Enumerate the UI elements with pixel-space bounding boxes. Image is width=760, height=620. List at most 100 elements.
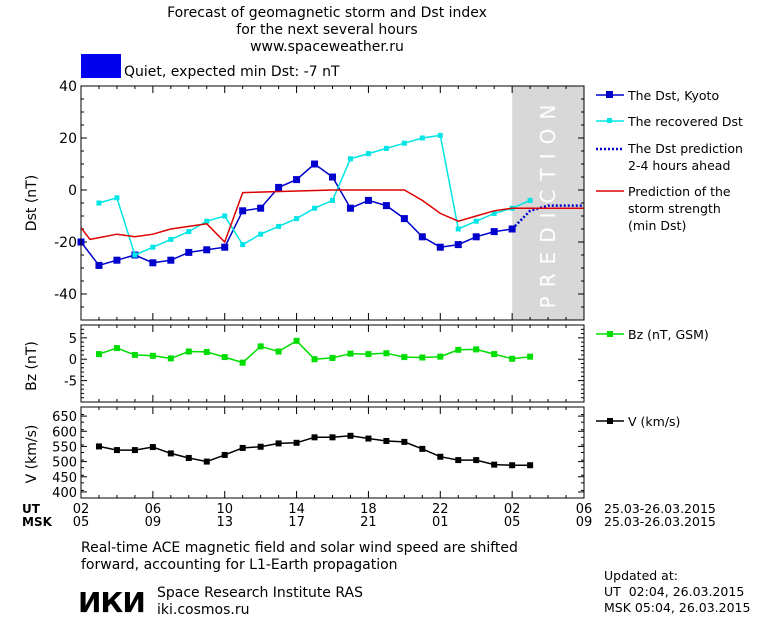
point-the-recovered-dst [383, 145, 389, 151]
v-ytick-label: 600 [52, 425, 77, 440]
point-the-dst-kyoto [95, 261, 103, 269]
point-v-km-s [455, 457, 462, 464]
msk-tick-label: 05 [73, 515, 90, 530]
msk-tick-label: 17 [288, 515, 305, 530]
chart-title-line1: Forecast of geomagnetic storm and Dst in… [167, 5, 487, 21]
point-the-recovered-dst [491, 210, 497, 216]
point-bz-nt-gsm [311, 356, 318, 363]
point-bz-nt-gsm [239, 359, 246, 366]
dst-ylabel: Dst (nT) [24, 175, 40, 231]
updated-ut: UT 02:04, 26.03.2015 [604, 584, 744, 599]
point-bz-nt-gsm [185, 348, 192, 355]
point-v-km-s [95, 443, 102, 450]
point-bz-nt-gsm [419, 354, 426, 361]
point-v-km-s [149, 444, 156, 451]
point-v-km-s [185, 454, 192, 461]
msk-date-range: 25.03-26.03.2015 [604, 514, 716, 529]
iki-logo: ИКИ [78, 586, 145, 619]
point-the-recovered-dst [276, 223, 282, 229]
point-the-recovered-dst [330, 197, 335, 203]
series-the-recovered-dst [98, 134, 531, 257]
point-v-km-s [491, 461, 498, 468]
point-the-dst-kyoto [400, 215, 408, 223]
ut-date-range: 25.03-26.03.2015 [604, 501, 716, 516]
dst-ytick-label: -40 [54, 287, 77, 303]
point-the-recovered-dst [347, 156, 353, 162]
bz-ytick-label: 5 [69, 332, 77, 347]
point-the-dst-kyoto [472, 233, 480, 241]
updated-msk: MSK 05:04, 26.03.2015 [604, 600, 750, 615]
bz-ytick-label: 0 [69, 353, 77, 368]
bz-frame [80, 324, 585, 403]
ut-axis-label: UT [22, 502, 41, 516]
legend-bz-marker [607, 331, 613, 337]
legend-strength-label2: storm strength [628, 201, 721, 216]
chart-title-line2: for the next several hours [236, 22, 417, 38]
ut-tick-label: 06 [576, 502, 593, 517]
point-the-recovered-dst [527, 197, 533, 203]
point-the-recovered-dst [294, 216, 300, 222]
v-ytick-label: 400 [52, 486, 77, 501]
time-axis: UT MSK 25.03-26.03.2015 25.03-26.03.2015… [22, 501, 716, 530]
institute-url: iki.cosmos.ru [157, 602, 249, 618]
legend-bz-label: Bz (nT, GSM) [628, 327, 709, 342]
msk-tick-label: 13 [216, 515, 233, 530]
point-bz-nt-gsm [365, 351, 372, 358]
point-v-km-s [221, 451, 228, 458]
bz-panel: 5 0 -5 Bz (nT) [24, 324, 585, 403]
bz-ytick-label: -5 [64, 375, 77, 390]
point-bz-nt-gsm [347, 350, 354, 357]
msk-axis-label: MSK [22, 515, 53, 529]
legend-strength-label1: Prediction of the [628, 184, 731, 199]
v-frame [80, 406, 585, 499]
point-bz-nt-gsm [527, 353, 534, 360]
v-ytick-label: 500 [52, 456, 77, 471]
point-the-recovered-dst [419, 135, 425, 141]
point-the-recovered-dst [312, 205, 318, 211]
point-v-km-s [473, 457, 480, 464]
point-v-km-s [347, 432, 354, 439]
v-ytick-label: 450 [52, 471, 77, 486]
point-the-recovered-dst [114, 195, 120, 201]
point-the-recovered-dst [455, 226, 461, 232]
legend-recovered-marker [607, 118, 612, 123]
point-v-km-s [275, 440, 282, 447]
point-the-dst-kyoto [454, 241, 462, 249]
ut-tick-label: 14 [288, 502, 305, 517]
point-v-km-s [383, 437, 390, 444]
ut-tick-label: 18 [360, 502, 377, 517]
point-the-dst-kyoto [293, 176, 301, 184]
point-bz-nt-gsm [401, 354, 408, 361]
point-the-recovered-dst [186, 229, 192, 235]
dst-frame [80, 85, 585, 321]
point-bz-nt-gsm [149, 352, 156, 359]
updated-label: Updated at: [604, 568, 678, 583]
v-ytick-label: 650 [52, 410, 77, 425]
point-the-dst-kyoto [239, 207, 247, 215]
series-prediction-of-the-storm-strength-min-dst [81, 189, 584, 244]
point-bz-nt-gsm [167, 355, 174, 362]
point-the-recovered-dst [240, 242, 246, 248]
point-the-dst-kyoto [436, 243, 444, 251]
dst-ytick-label: 0 [68, 183, 77, 199]
point-the-dst-kyoto [149, 259, 157, 267]
point-the-dst-kyoto [311, 160, 319, 168]
point-the-recovered-dst [132, 252, 138, 258]
dst-ytick-label: 20 [59, 131, 77, 147]
point-v-km-s [311, 434, 318, 441]
msk-tick-label: 01 [432, 515, 449, 530]
point-bz-nt-gsm [473, 346, 480, 353]
point-bz-nt-gsm [221, 354, 228, 361]
ut-tick-label: 02 [504, 502, 521, 517]
ut-tick-label: 06 [145, 502, 162, 517]
msk-tick-label: 05 [504, 515, 521, 530]
point-bz-nt-gsm [509, 355, 516, 362]
point-v-km-s [293, 439, 300, 446]
bz-ylabel: Bz (nT) [24, 341, 40, 391]
legend: The Dst, Kyoto The recovered Dst The Dst… [596, 88, 743, 429]
point-v-km-s [131, 447, 138, 454]
legend-prediction-label1: The Dst prediction [627, 141, 743, 156]
point-v-km-s [527, 462, 534, 469]
